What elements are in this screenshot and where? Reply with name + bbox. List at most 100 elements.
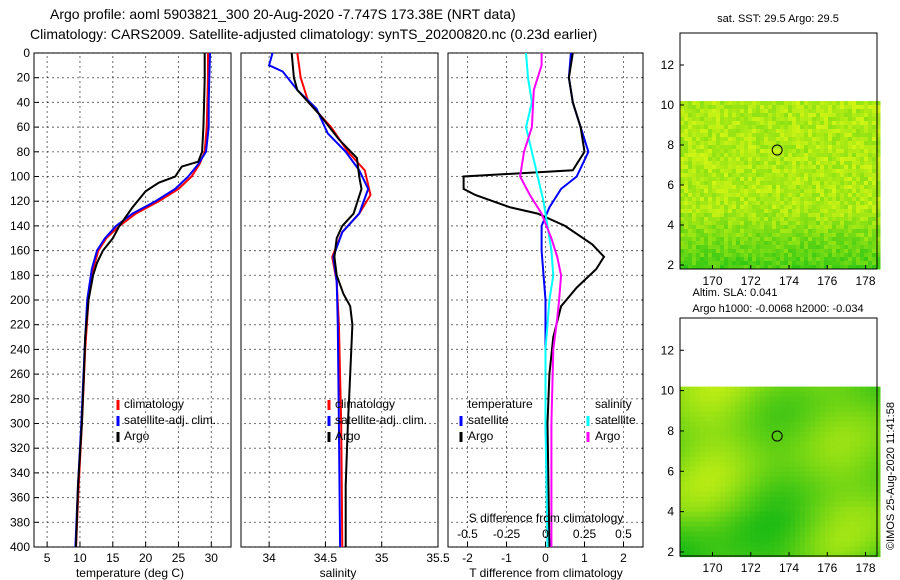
grid-dot <box>437 321 439 323</box>
grid-dot <box>274 101 276 103</box>
grid-dot <box>264 521 266 523</box>
grid-dot <box>268 511 270 513</box>
map-cell <box>828 125 833 130</box>
map-cell <box>796 173 801 178</box>
grid-dot <box>334 324 336 326</box>
grid-dot <box>437 386 439 388</box>
grid-dot <box>42 472 44 474</box>
map-cell <box>876 121 881 126</box>
grid-dot <box>586 200 588 202</box>
map-cell <box>744 101 749 106</box>
grid-dot <box>249 151 251 153</box>
grid-dot <box>222 151 224 153</box>
grid-dot <box>381 161 383 163</box>
grid-dot <box>571 546 573 548</box>
map-cell <box>720 117 725 122</box>
grid-dot <box>167 521 169 523</box>
map-cell <box>688 165 693 170</box>
grid-dot <box>197 348 199 350</box>
grid-dot <box>486 348 488 350</box>
grid-dot <box>264 422 266 425</box>
grid-dot <box>212 546 214 548</box>
grid-dot <box>87 274 89 276</box>
grid-dot <box>606 422 608 425</box>
grid-dot <box>461 126 463 128</box>
grid-dot <box>496 348 498 350</box>
grid-dot <box>77 422 79 425</box>
grid-dot <box>496 175 498 178</box>
grid-dot <box>102 175 104 178</box>
grid-dot <box>145 166 147 168</box>
grid-dot <box>379 546 381 548</box>
temperature-legend: climatology satellite-adj. clim. Argo <box>116 397 216 443</box>
grid-dot <box>616 274 618 276</box>
grid-dot <box>46 351 48 353</box>
grid-dot <box>145 446 147 448</box>
grid-dot <box>516 299 518 301</box>
grid-dot <box>137 422 139 425</box>
grid-dot <box>210 451 212 453</box>
grid-dot <box>476 274 478 276</box>
map-cell <box>704 149 709 154</box>
grid-dot <box>210 496 212 498</box>
grid-dot <box>381 341 383 343</box>
grid-dot <box>157 422 159 425</box>
grid-dot <box>437 531 439 533</box>
grid-dot <box>314 546 316 548</box>
grid-dot <box>374 497 376 499</box>
grid-dot <box>268 516 270 518</box>
grid-dot <box>177 161 180 163</box>
grid-dot <box>505 396 508 398</box>
grid-dot <box>210 121 212 123</box>
grid-dot <box>591 324 593 326</box>
grid-dot <box>142 77 144 79</box>
grid-dot <box>505 506 508 508</box>
grid-dot <box>227 324 229 326</box>
map-cell <box>752 169 757 174</box>
map-cell <box>700 101 705 106</box>
map-cell <box>688 137 693 142</box>
map-cell <box>808 145 813 150</box>
grid-dot <box>122 546 124 548</box>
grid-dot <box>177 91 180 93</box>
grid-dot <box>429 324 431 326</box>
map-cell <box>708 153 713 158</box>
grid-dot <box>471 497 473 499</box>
grid-dot <box>264 348 266 350</box>
grid-dot <box>566 274 568 276</box>
grid-dot <box>284 447 286 449</box>
map-cell <box>764 129 769 134</box>
grid-dot <box>142 250 144 252</box>
grid-dot <box>631 398 633 400</box>
grid-dot <box>622 291 625 293</box>
grid-dot <box>601 151 603 153</box>
grid-dot <box>369 472 371 474</box>
grid-dot <box>244 447 246 449</box>
grid-dot <box>621 398 623 400</box>
grid-dot <box>309 225 311 227</box>
map-cell <box>688 153 693 158</box>
grid-dot <box>268 311 270 313</box>
grid-dot <box>79 201 81 203</box>
grid-dot <box>217 175 219 178</box>
grid-dot <box>212 250 214 252</box>
grid-dot <box>259 151 261 153</box>
grid-dot <box>46 291 48 293</box>
grid-dot <box>583 446 586 448</box>
grid-dot <box>476 250 478 252</box>
grid-dot <box>505 391 508 393</box>
grid-dot <box>197 200 199 202</box>
grid-dot <box>616 546 618 548</box>
grid-dot <box>172 546 174 548</box>
grid-dot <box>544 231 547 233</box>
grid-dot <box>466 61 469 63</box>
map-cell <box>776 141 781 146</box>
grid-dot <box>127 274 129 276</box>
map-cell <box>764 121 769 126</box>
grid-dot <box>324 186 327 188</box>
grid-dot <box>631 274 633 276</box>
grid-dot <box>381 436 383 438</box>
map-cell <box>776 173 781 178</box>
grid-dot <box>466 531 469 533</box>
grid-dot <box>46 156 48 158</box>
